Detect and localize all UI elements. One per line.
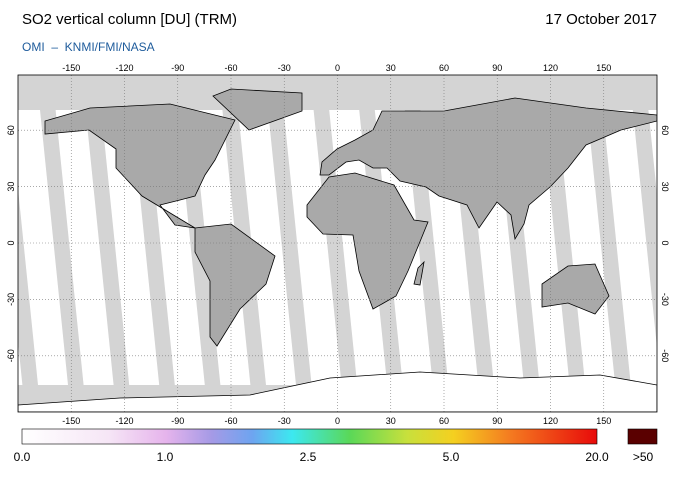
- madagascar: [413, 260, 425, 286]
- eurasia: [319, 97, 657, 241]
- colorbar: [21, 428, 598, 445]
- lat-label-left: 60: [6, 125, 16, 135]
- swath: [602, 110, 657, 385]
- swath: [283, 110, 342, 385]
- swath: [557, 110, 616, 385]
- axis-labels: -150 -150 -120 -120 -90 -90 -60 -60 -30 -30 0 0 30 30…: [6, 63, 670, 426]
- lon-label-bottom: 0: [335, 416, 340, 426]
- lat-label-right: -60: [660, 349, 670, 362]
- swath: [238, 110, 296, 385]
- lat-label-left: -30: [6, 293, 16, 306]
- title: SO2 vertical column [DU] (TRM): [22, 11, 237, 28]
- colorbar-labels: 0.0 1.0 2.5 5.0 20.0: [14, 450, 609, 464]
- swath: [101, 110, 160, 385]
- north-america: [44, 103, 236, 229]
- lon-label-top: -60: [224, 63, 237, 73]
- lon-label-top: 60: [439, 63, 449, 73]
- colorbar-label: 20.0: [585, 450, 609, 464]
- lon-label-top: -150: [62, 63, 80, 73]
- swath: [55, 110, 114, 385]
- lat-label-right: 60: [660, 125, 670, 135]
- subtitle: OMI – KNMI/FMI/NASA: [22, 40, 155, 54]
- lon-label-bottom: 90: [492, 416, 502, 426]
- lon-label-bottom: -120: [115, 416, 133, 426]
- overflow-label: >50: [633, 450, 654, 464]
- south-america: [194, 223, 276, 347]
- lat-label-left: -60: [6, 349, 16, 362]
- lon-label-bottom: -150: [62, 416, 80, 426]
- colorbar-overflow: [627, 428, 658, 445]
- graticule: [18, 75, 657, 412]
- lat-label-left: 0: [6, 240, 16, 245]
- colorbar-label: 2.5: [300, 450, 317, 464]
- map: [18, 75, 657, 412]
- date: 17 October 2017: [545, 11, 657, 28]
- lon-label-top: -90: [171, 63, 184, 73]
- lon-label-top: 90: [492, 63, 502, 73]
- lon-label-bottom: -60: [224, 416, 237, 426]
- lon-label-top: -120: [115, 63, 133, 73]
- lon-label-bottom: 30: [386, 416, 396, 426]
- lon-label-top: 150: [596, 63, 611, 73]
- colorbar-label: 0.0: [14, 450, 31, 464]
- colorbar-label: 1.0: [157, 450, 174, 464]
- lon-label-bottom: 150: [596, 416, 611, 426]
- lat-label-right: 30: [660, 182, 670, 192]
- lat-label-left: 30: [6, 182, 16, 192]
- lon-label-bottom: 120: [543, 416, 558, 426]
- greenland: [212, 88, 303, 131]
- lon-label-bottom: -90: [171, 416, 184, 426]
- lat-label-right: 0: [660, 240, 670, 245]
- lon-label-top: 0: [335, 63, 340, 73]
- swath: [648, 110, 657, 195]
- lon-label-top: -30: [278, 63, 291, 73]
- lat-label-right: -30: [660, 293, 670, 306]
- swath: [18, 110, 68, 385]
- colorbar-label: 5.0: [443, 450, 460, 464]
- lon-label-top: 30: [386, 63, 396, 73]
- australia: [541, 263, 610, 315]
- lon-label-top: 120: [543, 63, 558, 73]
- swath: [18, 341, 23, 385]
- lon-label-bottom: 60: [439, 416, 449, 426]
- map-frame: [17, 74, 658, 413]
- lon-label-bottom: -30: [278, 416, 291, 426]
